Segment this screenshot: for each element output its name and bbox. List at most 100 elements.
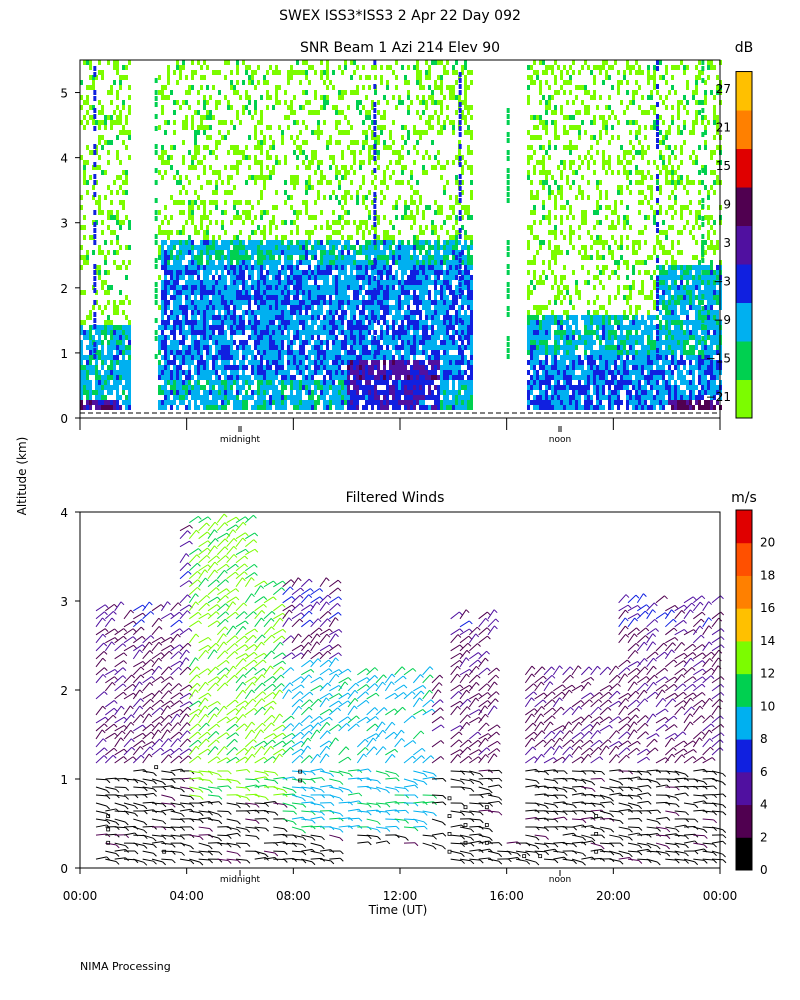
snr-cell [200,185,203,190]
snr-cell [536,315,539,320]
snr-cell [395,215,398,220]
snr-cell [254,375,257,380]
snr-cell [224,275,227,280]
snr-cell [449,370,452,375]
snr-cell [110,355,113,360]
snr-cell [194,70,197,75]
snr-cell [221,320,224,325]
snr-cell [98,140,101,145]
snr-cell [227,305,230,310]
snr-cell [101,210,104,215]
snr-cell [329,235,332,240]
snr-cell [434,345,437,350]
snr-cell [371,300,374,305]
snr-cell [314,95,317,100]
snr-cell [272,345,275,350]
snr-cell [254,105,257,110]
snr-cell [443,295,446,300]
snr-cell [296,230,299,235]
snr-cell [296,385,299,390]
snr-cell [380,250,383,255]
snr-cell [332,385,335,390]
snr-cell [212,240,215,245]
snr-cell [233,235,236,240]
snr-cell [185,270,188,275]
snr-cell [167,70,170,75]
snr-cell [470,310,473,315]
snr-cell [269,125,272,130]
snr-cell [413,125,416,130]
snr-cell [260,145,263,150]
snr-cell [266,335,269,340]
snr-cell [125,75,128,80]
snr-cell [215,205,218,210]
snr-cell [194,330,197,335]
snr-cell [389,270,392,275]
snr-cell [413,380,416,385]
snr-cell [236,300,239,305]
snr-cell [431,405,434,410]
snr-cell [200,345,203,350]
snr-cell [407,285,410,290]
snr-cell [539,120,542,125]
snr-cell [218,100,221,105]
snr-cell [317,160,320,165]
snr-cell [194,150,197,155]
snr-cell [197,250,200,255]
snr-cell [461,65,464,70]
snr-cell [425,60,428,65]
snr-cell [533,375,536,380]
snr-cell [458,285,461,290]
snr-cell [347,120,350,125]
snr-cell [197,375,200,380]
snr-cell [389,370,392,375]
snr-cell [167,380,170,385]
snr-cell [359,345,362,350]
snr-cell [539,390,542,395]
snr-cell [356,140,359,145]
snr-cell [392,335,395,340]
snr-cell [332,160,335,165]
snr-cell [308,180,311,185]
snr-cell [422,230,425,235]
snr-cell [275,235,278,240]
snr-cell [194,390,197,395]
snr-cell [386,260,389,265]
snr-cell [401,360,404,365]
snr-cell [209,345,212,350]
snr-cell [434,255,437,260]
snr-cell [335,320,338,325]
snr-cell [215,380,218,385]
snr-cell [107,325,110,330]
snr-cell [188,305,191,310]
snr-cell [350,300,353,305]
snr-cell [278,250,281,255]
snr-cell [353,255,356,260]
snr-cell [92,105,95,110]
snr-cell [275,335,278,340]
snr-cell [176,60,179,65]
snr-cell [425,345,428,350]
snr-cell [164,305,167,310]
snr-cell [266,70,269,75]
snr-cell [461,380,464,385]
snr-cell [332,290,335,295]
snr-cell [392,275,395,280]
snr-cell [311,250,314,255]
snr-cell [290,320,293,325]
snr-cell [296,215,299,220]
snr-cell [545,320,548,325]
snr-cell [416,320,419,325]
snr-cell [284,380,287,385]
snr-cell [461,295,464,300]
snr-cell [329,80,332,85]
snr-cell [83,390,86,395]
snr-cell [383,330,386,335]
snr-cell [161,390,164,395]
snr-cell [107,380,110,385]
snr-cell [179,325,182,330]
snr-cell [218,275,221,280]
snr-cell [257,80,260,85]
snr-cell [179,260,182,265]
snr-cell [203,330,206,335]
